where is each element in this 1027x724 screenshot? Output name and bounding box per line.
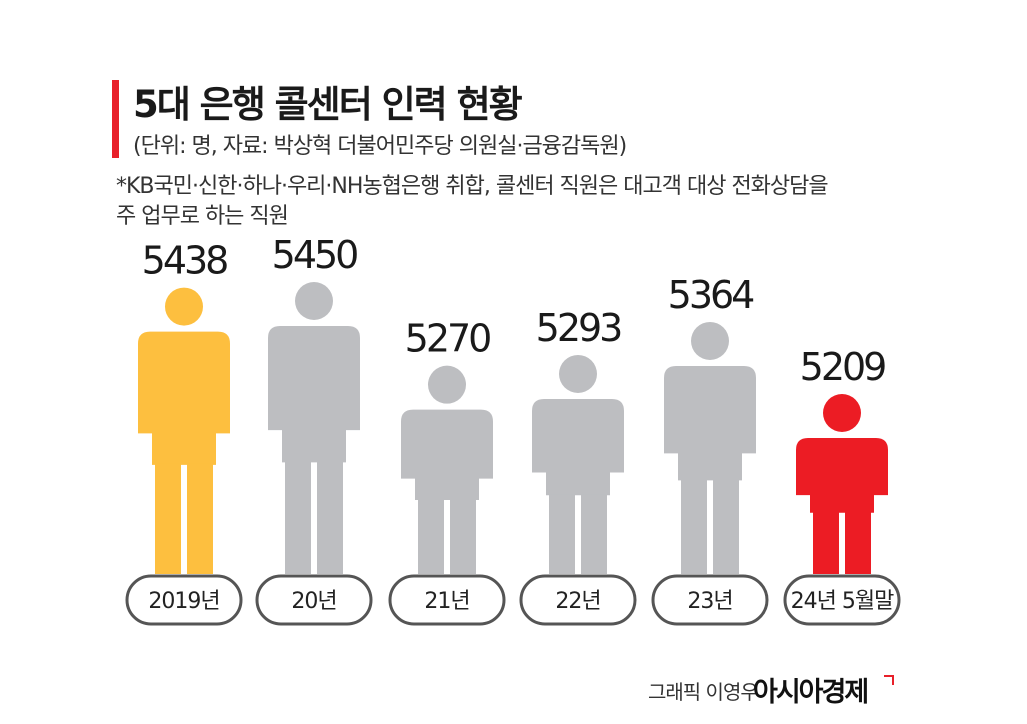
value-label: 5450	[272, 233, 358, 277]
person-torso	[138, 331, 230, 465]
person-left-leg	[681, 479, 707, 574]
person-right-leg	[713, 479, 739, 574]
chart-title: 5대 은행 콜센터 인력 현황	[133, 83, 523, 126]
category-pill	[125, 574, 243, 626]
person-left-leg	[813, 511, 839, 574]
note-line-2: 주 업무로 하는 직원	[116, 204, 289, 229]
person-torso	[401, 409, 493, 501]
value-label: 5364	[668, 273, 755, 317]
person-right-leg	[845, 511, 871, 574]
person-bar-5	[796, 394, 888, 574]
person-left-leg	[155, 463, 181, 574]
value-label: 5438	[142, 239, 228, 283]
value-label: 5209	[800, 345, 886, 389]
category-label: 20년	[291, 589, 336, 614]
category-label: 22년	[555, 589, 600, 614]
person-head	[428, 365, 466, 404]
person-torso	[532, 398, 624, 496]
person-head	[165, 287, 203, 326]
person-bar-3	[532, 354, 624, 574]
person-head	[691, 321, 729, 360]
person-left-leg	[549, 494, 575, 574]
person-left-leg	[418, 499, 444, 574]
category-label: 23년	[687, 589, 732, 614]
title-accent-bar	[112, 80, 119, 158]
person-head	[823, 394, 861, 432]
note-line-1: *KB국민·신한·하나·우리·NH농협은행 취합, 콜센터 직원은 대고객 대상…	[116, 174, 829, 199]
category-pill	[388, 574, 506, 626]
person-bar-4	[664, 321, 756, 574]
category-pill	[651, 574, 769, 626]
person-right-leg	[581, 494, 607, 574]
person-torso	[796, 438, 888, 513]
person-bar-1	[268, 282, 360, 574]
person-bar-2	[401, 365, 493, 574]
person-head	[559, 354, 597, 393]
category-pill	[519, 574, 637, 626]
category-pill	[255, 574, 373, 626]
brand-mark-icon	[884, 675, 894, 685]
graphic-credit: 그래픽 이영우	[648, 680, 759, 704]
chart-subtitle: (단위: 명, 자료: 박상혁 더불어민주당 의원실·금융감독원)	[133, 134, 627, 159]
chart-note: *KB국민·신한·하나·우리·NH농협은행 취합, 콜센터 직원은 대고객 대상…	[116, 172, 916, 232]
person-torso	[268, 326, 360, 463]
person-right-leg	[317, 461, 343, 574]
person-left-leg	[285, 461, 311, 574]
category-pill	[783, 574, 901, 626]
person-torso	[664, 365, 756, 481]
category-label: 21년	[424, 589, 469, 614]
value-label: 5270	[405, 317, 491, 361]
category-label: 2019년	[148, 589, 219, 614]
person-head	[295, 282, 333, 320]
brand-logo: 아시아경제	[753, 677, 869, 708]
value-label: 5293	[536, 306, 622, 350]
person-right-leg	[450, 499, 476, 574]
person-right-leg	[187, 463, 213, 574]
category-label: 24년 5월말	[791, 589, 894, 614]
person-bar-0	[138, 287, 230, 574]
